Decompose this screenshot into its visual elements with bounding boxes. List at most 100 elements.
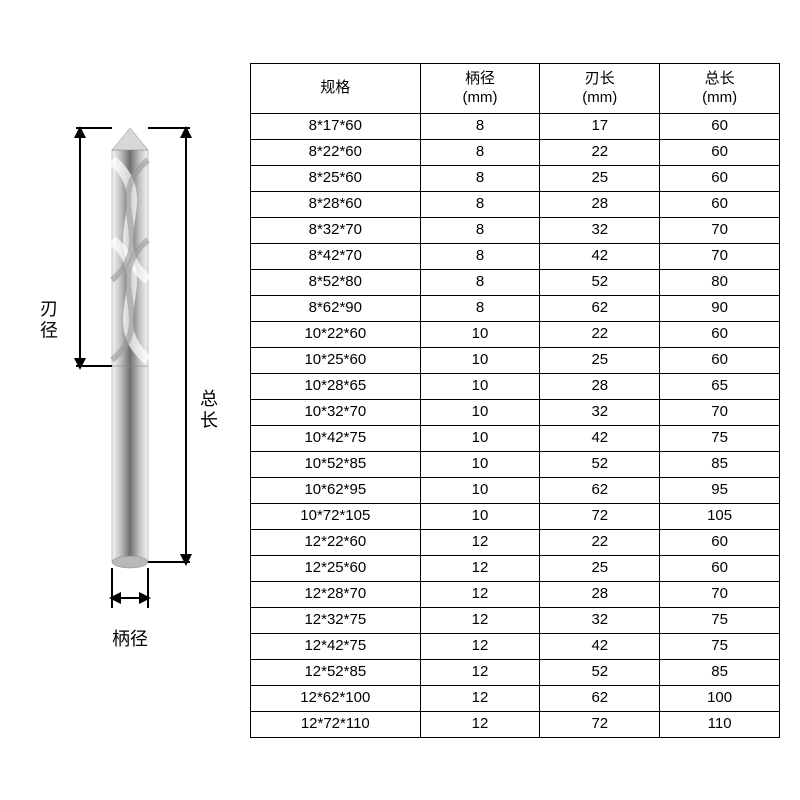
table-cell: 42 xyxy=(540,425,660,451)
table-cell: 10*62*95 xyxy=(251,477,421,503)
table-cell: 60 xyxy=(660,165,780,191)
table-cell: 85 xyxy=(660,659,780,685)
table-cell: 42 xyxy=(540,633,660,659)
table-cell: 70 xyxy=(660,243,780,269)
table-cell: 62 xyxy=(540,685,660,711)
table-cell: 28 xyxy=(540,373,660,399)
total-length-label: 总长 xyxy=(200,389,218,431)
table-cell: 10 xyxy=(420,373,540,399)
table-cell: 90 xyxy=(660,295,780,321)
table-row: 12*32*75123275 xyxy=(251,607,780,633)
table-row: 10*22*60102260 xyxy=(251,321,780,347)
table-row: 12*62*1001262100 xyxy=(251,685,780,711)
table-cell: 60 xyxy=(660,555,780,581)
table-row: 10*32*70103270 xyxy=(251,399,780,425)
table-row: 8*28*6082860 xyxy=(251,191,780,217)
table-row: 12*72*1101272110 xyxy=(251,711,780,737)
table-cell: 12*42*75 xyxy=(251,633,421,659)
table-cell: 10 xyxy=(420,399,540,425)
table-cell: 62 xyxy=(540,477,660,503)
table-cell: 17 xyxy=(540,113,660,139)
table-row: 8*32*7083270 xyxy=(251,217,780,243)
table-cell: 10 xyxy=(420,347,540,373)
col-header-total: 总长(mm) xyxy=(660,63,780,113)
table-cell: 25 xyxy=(540,165,660,191)
table-cell: 60 xyxy=(660,139,780,165)
table-cell: 95 xyxy=(660,477,780,503)
table-cell: 60 xyxy=(660,113,780,139)
table-cell: 8*28*60 xyxy=(251,191,421,217)
table-cell: 12*28*70 xyxy=(251,581,421,607)
table-cell: 12*72*110 xyxy=(251,711,421,737)
table-cell: 12 xyxy=(420,659,540,685)
table-cell: 25 xyxy=(540,347,660,373)
table-row: 10*52*85105285 xyxy=(251,451,780,477)
table-cell: 10 xyxy=(420,451,540,477)
table-row: 8*22*6082260 xyxy=(251,139,780,165)
table-cell: 8*52*80 xyxy=(251,269,421,295)
table-cell: 10 xyxy=(420,321,540,347)
table-cell: 8 xyxy=(420,113,540,139)
spec-table: 规格 柄径(mm) 刃长(mm) 总长(mm) 8*17*60817608*22… xyxy=(250,63,780,738)
table-header-row: 规格 柄径(mm) 刃长(mm) 总长(mm) xyxy=(251,63,780,113)
table-cell: 60 xyxy=(660,529,780,555)
table-row: 12*42*75124275 xyxy=(251,633,780,659)
table-cell: 75 xyxy=(660,425,780,451)
table-cell: 10 xyxy=(420,425,540,451)
table-cell: 72 xyxy=(540,503,660,529)
table-row: 12*22*60122260 xyxy=(251,529,780,555)
table-cell: 28 xyxy=(540,191,660,217)
table-cell: 22 xyxy=(540,529,660,555)
table-row: 12*25*60122560 xyxy=(251,555,780,581)
table-cell: 80 xyxy=(660,269,780,295)
table-row: 12*52*85125285 xyxy=(251,659,780,685)
col-header-shank: 柄径(mm) xyxy=(420,63,540,113)
table-cell: 8*42*70 xyxy=(251,243,421,269)
table-cell: 28 xyxy=(540,581,660,607)
table-cell: 10*32*70 xyxy=(251,399,421,425)
table-cell: 12 xyxy=(420,607,540,633)
table-cell: 85 xyxy=(660,451,780,477)
table-cell: 8*17*60 xyxy=(251,113,421,139)
table-cell: 42 xyxy=(540,243,660,269)
table-row: 8*42*7084270 xyxy=(251,243,780,269)
table-cell: 72 xyxy=(540,711,660,737)
table-cell: 32 xyxy=(540,217,660,243)
table-row: 10*42*75104275 xyxy=(251,425,780,451)
table-cell: 8 xyxy=(420,165,540,191)
table-cell: 100 xyxy=(660,685,780,711)
table-cell: 12*62*100 xyxy=(251,685,421,711)
tool-diagram: 刃径 总长 柄径 xyxy=(20,120,220,680)
table-cell: 10*52*85 xyxy=(251,451,421,477)
table-cell: 8*62*90 xyxy=(251,295,421,321)
table-cell: 8*22*60 xyxy=(251,139,421,165)
table-cell: 10*42*75 xyxy=(251,425,421,451)
table-cell: 12*25*60 xyxy=(251,555,421,581)
table-cell: 8 xyxy=(420,295,540,321)
table-cell: 12*22*60 xyxy=(251,529,421,555)
table-cell: 32 xyxy=(540,607,660,633)
table-cell: 75 xyxy=(660,633,780,659)
table-row: 10*72*1051072105 xyxy=(251,503,780,529)
table-cell: 10*28*65 xyxy=(251,373,421,399)
table-cell: 12*32*75 xyxy=(251,607,421,633)
table-row: 10*28*65102865 xyxy=(251,373,780,399)
table-cell: 8 xyxy=(420,217,540,243)
table-cell: 52 xyxy=(540,659,660,685)
table-cell: 10*72*105 xyxy=(251,503,421,529)
table-cell: 25 xyxy=(540,555,660,581)
table-cell: 105 xyxy=(660,503,780,529)
table-cell: 8 xyxy=(420,243,540,269)
table-row: 8*25*6082560 xyxy=(251,165,780,191)
shank-diameter-label: 柄径 xyxy=(112,629,148,649)
cutting-diameter-label: 刃径 xyxy=(40,299,58,341)
table-cell: 75 xyxy=(660,607,780,633)
table-cell: 12 xyxy=(420,633,540,659)
table-cell: 12 xyxy=(420,581,540,607)
table-cell: 52 xyxy=(540,451,660,477)
table-row: 10*25*60102560 xyxy=(251,347,780,373)
table-cell: 8 xyxy=(420,139,540,165)
table-cell: 12*52*85 xyxy=(251,659,421,685)
table-row: 8*17*6081760 xyxy=(251,113,780,139)
col-header-spec: 规格 xyxy=(251,63,421,113)
